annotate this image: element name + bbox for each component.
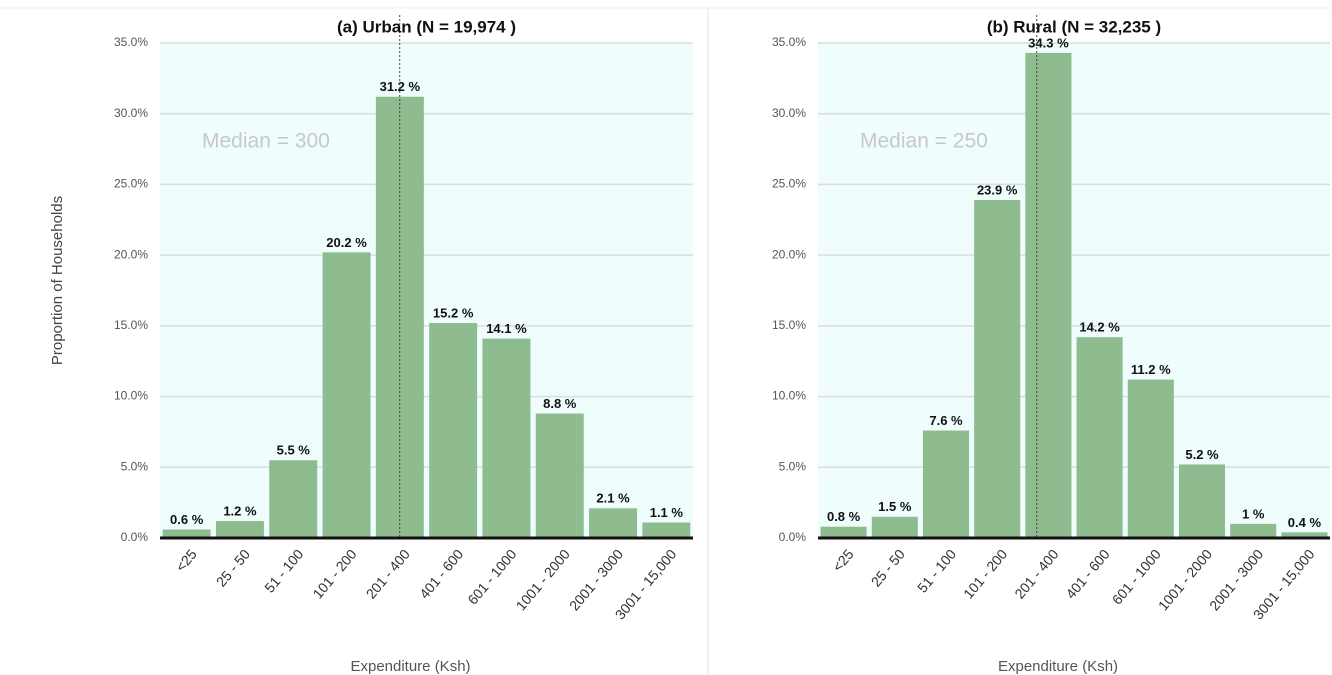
value-label: 14.1 % (486, 321, 527, 336)
bar (1127, 379, 1174, 538)
y-tick-label: 20.0% (772, 247, 806, 261)
bar (215, 521, 264, 538)
x-tick-label: 201 - 400 (363, 546, 413, 602)
bar (589, 508, 638, 538)
bar (1178, 464, 1226, 538)
value-label: 1.2 % (223, 503, 257, 518)
x-tick-label: <25 (829, 546, 857, 575)
y-tick-label: 35.0% (114, 35, 148, 49)
y-tick-label: 10.0% (114, 389, 148, 403)
bar (1230, 523, 1277, 538)
y-tick-label: 5.0% (121, 459, 149, 473)
value-label: 23.9 % (977, 182, 1018, 197)
bar (482, 338, 531, 538)
value-label: 20.2 % (326, 235, 367, 250)
chart-title: (b) Rural (N = 32,235 ) (987, 17, 1161, 36)
annotation: Median = 300 (202, 130, 330, 153)
plot-background (160, 43, 693, 538)
bar (1076, 337, 1123, 538)
value-label: 1 % (1242, 506, 1265, 521)
value-label: 0.8 % (827, 509, 861, 524)
plot-background (818, 43, 1330, 538)
y-axis-label: Proportion of Households (49, 196, 66, 365)
x-tick-label: 1001 - 2000 (513, 546, 573, 614)
x-tick-label: 401 - 600 (416, 546, 466, 602)
bar (974, 199, 1021, 538)
value-label: 11.2 % (1131, 362, 1171, 377)
x-tick-label: 401 - 600 (1062, 546, 1112, 602)
bar (429, 323, 478, 538)
y-tick-label: 10.0% (772, 389, 806, 403)
value-label: 1.5 % (878, 499, 912, 514)
bar (1281, 532, 1328, 538)
x-axis-label: Expenditure (Ksh) (998, 658, 1118, 675)
value-label: 7.6 % (929, 413, 963, 428)
y-tick-label: 0.0% (779, 530, 807, 544)
x-tick-label: 51 - 100 (914, 546, 959, 596)
bar (1025, 52, 1072, 539)
annotation: Median = 250 (860, 130, 988, 153)
x-tick-label: <25 (172, 546, 200, 575)
bar (322, 252, 371, 539)
value-label: 8.8 % (543, 396, 577, 411)
y-tick-label: 15.0% (114, 318, 148, 332)
y-tick-label: 0.0% (121, 530, 149, 544)
bar (922, 430, 970, 538)
x-tick-label: 101 - 200 (960, 546, 1010, 602)
x-tick-label: 25 - 50 (213, 546, 253, 590)
y-tick-label: 25.0% (772, 177, 806, 191)
x-tick-label: 101 - 200 (309, 546, 359, 602)
bar (269, 460, 318, 538)
y-tick-label: 15.0% (772, 318, 806, 332)
x-tick-label: 201 - 400 (1011, 546, 1061, 602)
y-tick-label: 30.0% (114, 106, 148, 120)
value-label: 14.2 % (1079, 320, 1120, 335)
x-tick-label: 51 - 100 (261, 546, 306, 596)
x-tick-label: 601 - 1000 (1109, 546, 1164, 608)
value-label: 1.1 % (650, 505, 684, 520)
value-label: 0.4 % (1288, 515, 1322, 530)
value-label: 5.2 % (1185, 447, 1219, 462)
value-label: 2.1 % (596, 491, 630, 506)
x-tick-label: 2001 - 3000 (566, 546, 626, 614)
x-tick-label: 25 - 50 (868, 546, 908, 590)
bar (162, 529, 211, 538)
y-tick-label: 35.0% (772, 35, 806, 49)
bar (871, 516, 918, 538)
value-label: 34.3 % (1028, 35, 1069, 50)
value-label: 0.6 % (170, 512, 204, 527)
x-axis-label: Expenditure (Ksh) (350, 658, 470, 675)
chart-title: (a) Urban (N = 19,974 ) (337, 17, 516, 36)
value-label: 15.2 % (433, 305, 474, 320)
bar (535, 413, 584, 538)
value-label: 31.2 % (380, 79, 421, 94)
value-label: 5.5 % (277, 443, 311, 458)
bar (642, 522, 691, 538)
y-tick-label: 30.0% (772, 106, 806, 120)
y-tick-label: 25.0% (114, 177, 148, 191)
y-tick-label: 20.0% (114, 247, 148, 261)
bar (820, 526, 867, 538)
x-tick-label: 601 - 1000 (464, 546, 519, 608)
y-tick-label: 5.0% (779, 459, 807, 473)
